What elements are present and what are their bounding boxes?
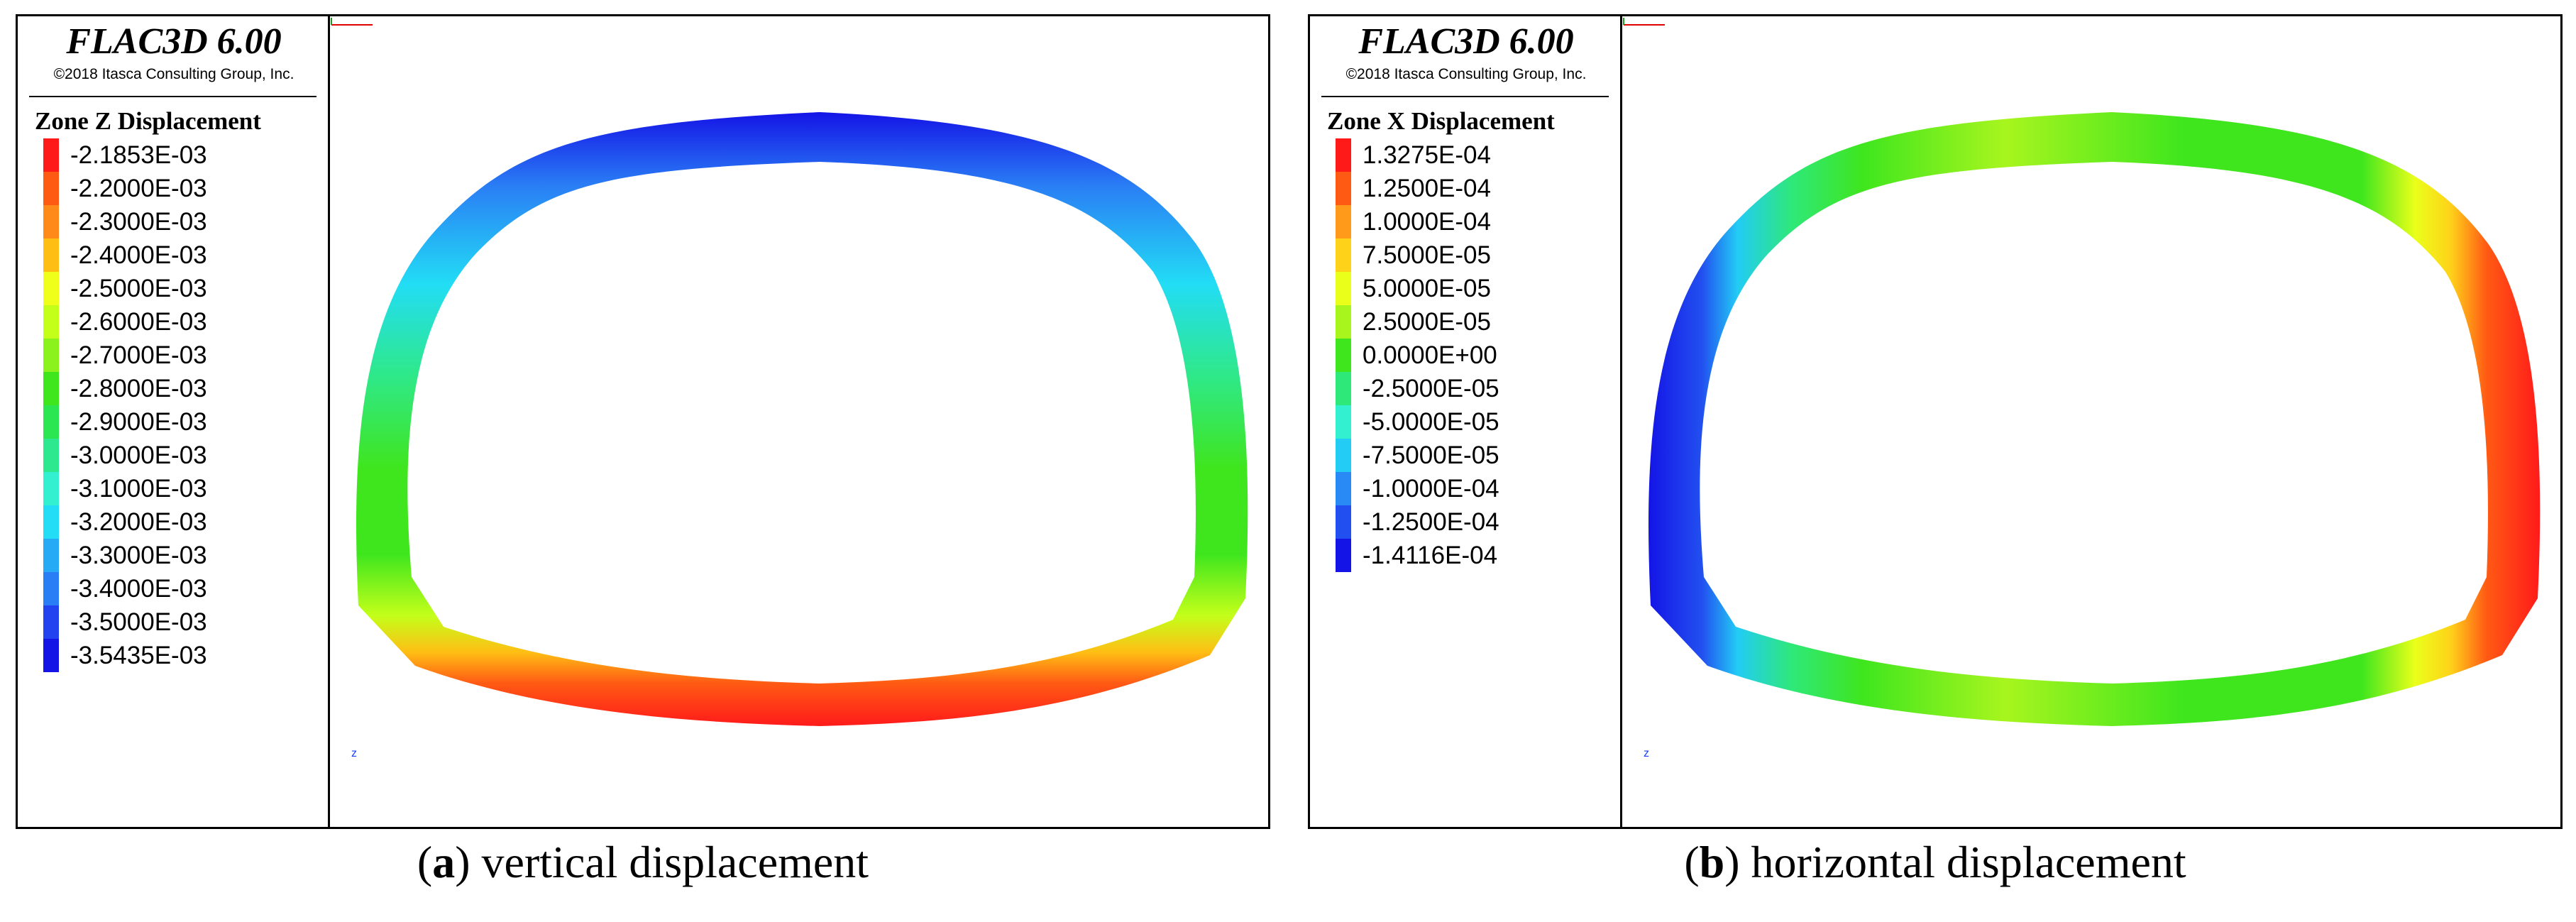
legend-swatch bbox=[43, 539, 59, 572]
axis-z-icon: z bbox=[351, 747, 357, 759]
legend-label: -2.5000E-05 bbox=[1363, 375, 1499, 402]
legend-label: 2.5000E-05 bbox=[1363, 308, 1491, 336]
legend-label: -3.0000E-03 bbox=[70, 441, 207, 469]
legend-label: -3.1000E-03 bbox=[70, 475, 207, 503]
panel-a: FLAC3D 6.00 ©2018 Itasca Consulting Grou… bbox=[16, 14, 1270, 829]
legend-swatch bbox=[1336, 272, 1351, 305]
legend-swatch bbox=[1336, 505, 1351, 539]
legend-swatch bbox=[43, 305, 59, 339]
legend-label: -3.5000E-03 bbox=[70, 608, 207, 636]
legend-label: -1.2500E-04 bbox=[1363, 508, 1499, 536]
caption-b: (b) horizontal displacement bbox=[1684, 837, 2186, 887]
caption-text: horizontal displacement bbox=[1739, 837, 2186, 887]
legend-swatch bbox=[1336, 305, 1351, 339]
legend-label: 0.0000E+00 bbox=[1363, 341, 1497, 369]
lining-ring bbox=[356, 112, 1248, 726]
legend-label: -7.5000E-05 bbox=[1363, 441, 1499, 469]
axis-z-icon: z bbox=[1644, 747, 1649, 759]
axis-xy-icon bbox=[1623, 18, 1665, 26]
legend-label: -2.2000E-03 bbox=[70, 175, 207, 202]
legend-label: -3.2000E-03 bbox=[70, 508, 207, 536]
legend-swatch bbox=[43, 238, 59, 272]
legend-swatch bbox=[43, 505, 59, 539]
legend-label: -1.4116E-04 bbox=[1363, 542, 1498, 569]
legend-label: -2.6000E-03 bbox=[70, 308, 207, 336]
legend-label: 1.2500E-04 bbox=[1363, 175, 1491, 202]
caption-text: vertical displacement bbox=[470, 837, 869, 887]
legend-swatch bbox=[1336, 205, 1351, 238]
legend-a: FLAC3D 6.00 ©2018 Itasca Consulting Grou… bbox=[18, 16, 330, 827]
legend-label: -2.3000E-03 bbox=[70, 208, 207, 236]
legend-label: 7.5000E-05 bbox=[1363, 241, 1491, 269]
legend-label: -2.5000E-03 bbox=[70, 275, 207, 302]
legend-title: Zone X Displacement bbox=[1327, 107, 1555, 135]
legend-swatch bbox=[43, 405, 59, 439]
legend-swatch bbox=[43, 138, 59, 172]
legend-swatch bbox=[1336, 238, 1351, 272]
legend-swatch bbox=[1336, 405, 1351, 439]
lining-ring bbox=[1648, 112, 2541, 726]
legend-swatch bbox=[1336, 172, 1351, 205]
legend-label: -3.5435E-03 bbox=[70, 642, 207, 669]
caption-letter: b bbox=[1699, 837, 1725, 887]
legend-swatch bbox=[1336, 372, 1351, 405]
legend-title: Zone Z Displacement bbox=[35, 107, 261, 135]
legend-swatch bbox=[1336, 439, 1351, 472]
copyright-text: ©2018 Itasca Consulting Group, Inc. bbox=[1345, 66, 1587, 82]
legend-label: -2.9000E-03 bbox=[70, 408, 207, 436]
legend-swatch bbox=[1336, 539, 1351, 572]
legend-label: -2.8000E-03 bbox=[70, 375, 207, 402]
panel-b: FLAC3D 6.00 ©2018 Itasca Consulting Grou… bbox=[1308, 14, 2563, 829]
legend-label: -2.4000E-03 bbox=[70, 241, 207, 269]
legend-swatch bbox=[43, 639, 59, 672]
legend-swatch bbox=[1336, 472, 1351, 505]
copyright-text: ©2018 Itasca Consulting Group, Inc. bbox=[53, 66, 295, 82]
plot-area-a: z bbox=[330, 16, 1268, 827]
legend-swatch bbox=[43, 205, 59, 238]
legend-swatch bbox=[43, 372, 59, 405]
legend-label: 1.3275E-04 bbox=[1363, 141, 1491, 169]
legend-swatch bbox=[43, 339, 59, 372]
legend-swatch bbox=[43, 605, 59, 639]
tunnel-lining-contour bbox=[356, 112, 1248, 726]
legend-label: 5.0000E-05 bbox=[1363, 275, 1491, 302]
legend-label: -3.3000E-03 bbox=[70, 542, 207, 569]
legend-label: 1.0000E-04 bbox=[1363, 208, 1491, 236]
legend-swatch bbox=[43, 572, 59, 605]
legend-label: -3.4000E-03 bbox=[70, 575, 207, 603]
legend-divider bbox=[1321, 96, 1609, 97]
legend-label: -2.1853E-03 bbox=[70, 141, 207, 169]
legend-swatch bbox=[43, 272, 59, 305]
legend-divider bbox=[29, 96, 317, 97]
legend-swatch bbox=[1336, 138, 1351, 172]
legend-label: -1.0000E-04 bbox=[1363, 475, 1499, 503]
legend-swatch bbox=[43, 172, 59, 205]
legend-b: FLAC3D 6.00 ©2018 Itasca Consulting Grou… bbox=[1310, 16, 1622, 827]
legend-swatch bbox=[43, 439, 59, 472]
legend-swatch bbox=[1336, 339, 1351, 372]
caption-a: (a) vertical displacement bbox=[417, 837, 869, 887]
legend-label: -2.7000E-03 bbox=[70, 341, 207, 369]
tunnel-lining-contour bbox=[1648, 112, 2541, 726]
legend-swatch bbox=[43, 472, 59, 505]
software-title: FLAC3D 6.00 bbox=[66, 21, 282, 62]
axis-xy-icon bbox=[331, 18, 373, 26]
caption-letter: a bbox=[432, 837, 456, 887]
plot-area-b: z bbox=[1622, 16, 2560, 827]
software-title: FLAC3D 6.00 bbox=[1358, 21, 1574, 62]
legend-label: -5.0000E-05 bbox=[1363, 408, 1499, 436]
